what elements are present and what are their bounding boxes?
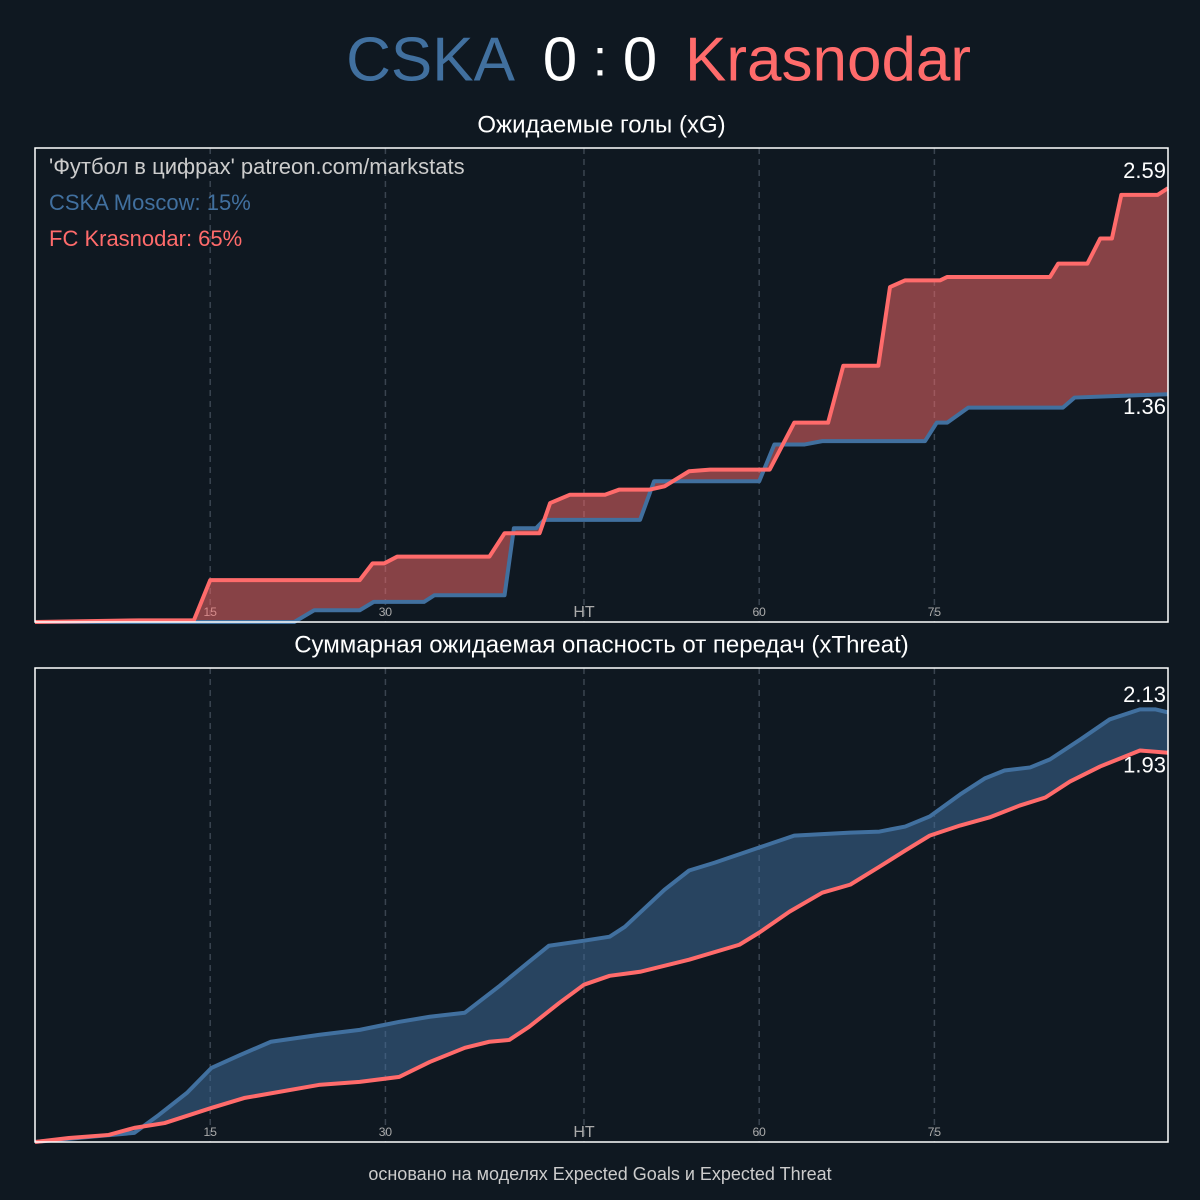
fill-between (35, 188, 1168, 622)
x-tick-label: 15 (204, 1125, 218, 1139)
end-value-label: 2.13 (1123, 682, 1166, 707)
x-tick-label: 60 (753, 1125, 767, 1139)
x-tick-label: HT (573, 604, 595, 621)
series-line (35, 392, 1169, 624)
x-tick-label: HT (573, 1124, 595, 1141)
end-value-label: 1.36 (1123, 394, 1166, 419)
x-tick-label: 30 (379, 1125, 393, 1139)
legend-entry: FC Krasnodar: 65% (49, 226, 242, 251)
end-value-label: 2.59 (1123, 158, 1166, 183)
away-score: 0 (623, 25, 657, 94)
annotation: 'Футбол в цифрах' patreon.com/markstats (49, 154, 465, 179)
series-line (34, 186, 1170, 624)
plot-frame (34, 147, 1169, 623)
panel-title: Суммарная ожидаемая опасность от передач… (294, 631, 909, 658)
x-tick-label: 75 (928, 605, 942, 619)
x-tick-label: 30 (379, 605, 393, 619)
series-line (34, 748, 1169, 1144)
x-tick-label: 75 (928, 1125, 942, 1139)
away-team: Krasnodar (685, 25, 971, 94)
panel-title: Ожидаемые голы (xG) (477, 111, 725, 138)
plot-frame (34, 667, 1169, 1143)
home-score: 0 (543, 25, 577, 94)
x-tick-label: 60 (753, 605, 767, 619)
score-separator: : (593, 30, 607, 88)
series-line (34, 707, 1169, 1144)
home-team: CSKA (346, 25, 515, 94)
end-value-label: 1.93 (1123, 753, 1166, 778)
legend-entry: CSKA Moscow: 15% (49, 190, 251, 215)
footer: основано на моделях Expected Goals и Exp… (368, 1164, 831, 1184)
